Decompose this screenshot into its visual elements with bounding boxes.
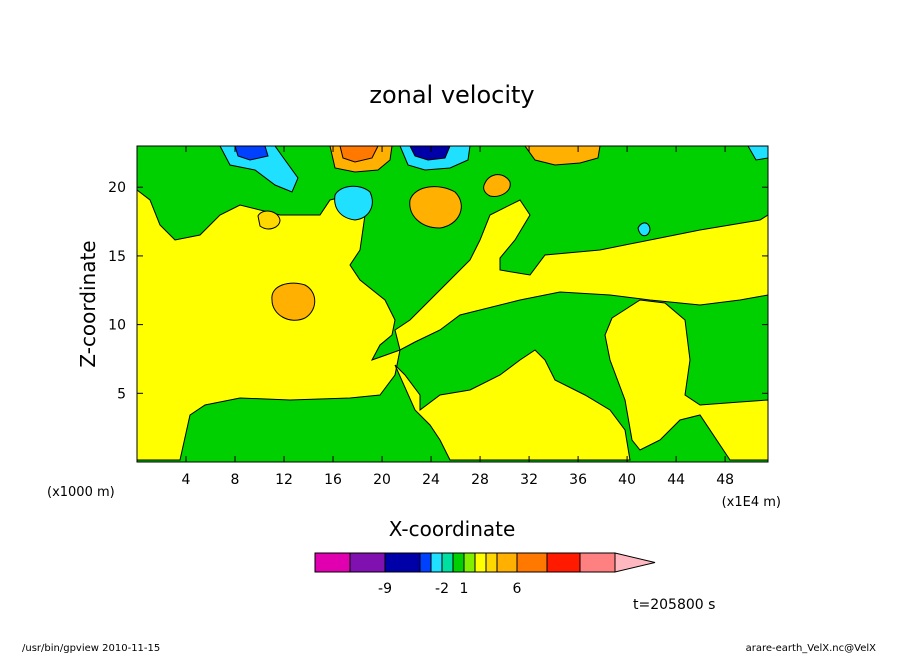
- x-tick-label: 40: [618, 472, 636, 488]
- colorbar-segment: [516, 552, 548, 573]
- y-tick-label: 5: [117, 386, 126, 402]
- x-tick-label: 4: [182, 472, 191, 488]
- colorbar-segment: [384, 552, 421, 573]
- colorbar-segment: [314, 552, 351, 573]
- contour-region-cyan-4: [637, 222, 651, 237]
- colorbar-label: 1: [460, 581, 469, 597]
- x-tick-label: 16: [324, 472, 342, 488]
- contour-region-yellow-center: [394, 199, 769, 351]
- x-tick-label: 28: [471, 472, 489, 488]
- x-axis-label: X-coordinate: [389, 517, 516, 541]
- colorbar: [314, 552, 656, 573]
- x-tick-label: 36: [569, 472, 587, 488]
- colorbar-segment: [349, 552, 386, 573]
- x-tick-label: 8: [231, 472, 240, 488]
- footer-left: /usr/bin/gpview 2010-11-15: [22, 643, 160, 654]
- plot-frame: [136, 145, 769, 463]
- x-tick-label: 32: [520, 472, 538, 488]
- plot-area: [136, 145, 769, 463]
- y-axis-ticks: 5 10 15 20: [108, 180, 768, 402]
- y-tick-label: 20: [108, 180, 126, 196]
- colorbar-segment: [452, 552, 465, 573]
- colorbar-segment: [430, 552, 443, 573]
- contour-region-cyan-1: [219, 145, 299, 193]
- colorbar-segment: [496, 552, 518, 573]
- colorbar-label: -9: [378, 581, 392, 597]
- colorbar-segment: [474, 552, 487, 573]
- chart-title: zonal velocity: [369, 81, 534, 109]
- colorbar-segment: [441, 552, 454, 573]
- colorbar-labels: -9 -2 1 6: [378, 581, 522, 597]
- contour-region-orange-7: [257, 210, 281, 230]
- x-scale-label: (x1E4 m): [722, 495, 781, 510]
- contour-region-orange-1: [271, 282, 316, 321]
- contour-region-orange-3: [483, 174, 511, 197]
- footer-right: arare-earth_VelX.nc@VelX: [746, 643, 877, 654]
- contour-region-yellow-left: [136, 188, 401, 461]
- time-label: t=205800 s: [633, 597, 715, 613]
- colorbar-arrow: [614, 552, 656, 573]
- contour-region-yellow-right: [604, 299, 769, 461]
- colorbar-segment: [463, 552, 476, 573]
- contour-region-yellow-bottom: [394, 349, 631, 461]
- colorbar-segment: [546, 552, 581, 573]
- colorbar-segment: [485, 552, 498, 573]
- contour-region-orange-2: [409, 186, 462, 229]
- x-axis-ticks: 4 8 12 16 20 24 28 32 36 40 44 48: [182, 146, 734, 488]
- x-tick-label: 44: [667, 472, 685, 488]
- x-unit-label: (x1000 m): [47, 485, 115, 500]
- colorbar-segment: [579, 552, 616, 573]
- x-tick-label: 48: [716, 472, 734, 488]
- x-tick-label: 24: [422, 472, 440, 488]
- y-tick-label: 10: [108, 318, 126, 334]
- x-tick-label: 20: [373, 472, 391, 488]
- colorbar-label: 6: [513, 581, 522, 597]
- colorbar-label: -2: [435, 581, 449, 597]
- x-tick-label: 12: [275, 472, 293, 488]
- colorbar-segment: [419, 552, 432, 573]
- y-tick-label: 15: [108, 249, 126, 265]
- contour-region-cyan-2: [334, 185, 373, 221]
- y-axis-label: Z-coordinate: [76, 240, 100, 367]
